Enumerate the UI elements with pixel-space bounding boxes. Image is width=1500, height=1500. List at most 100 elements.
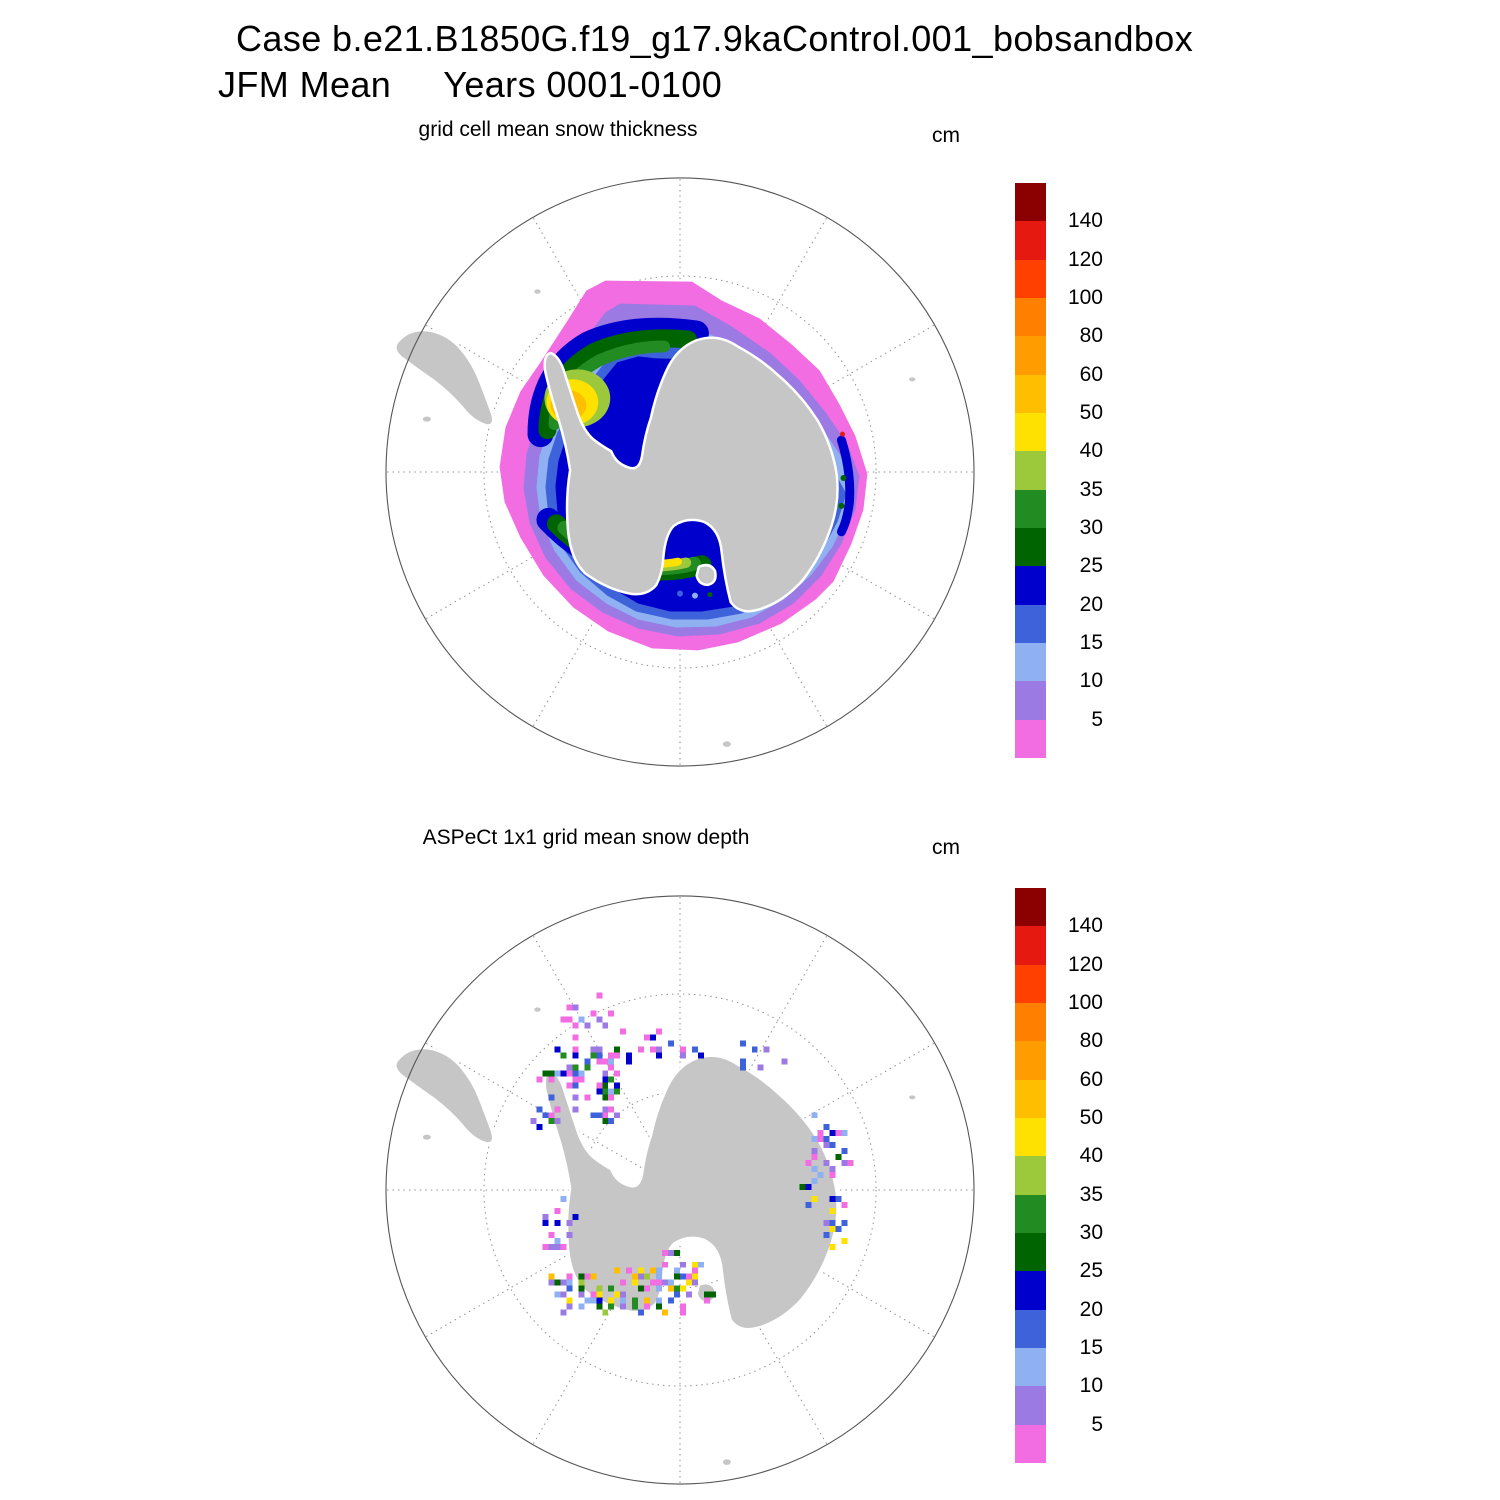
- colorbar-segment: [1015, 489, 1046, 528]
- observation-cell: [560, 1243, 567, 1250]
- observation-cell: [614, 1052, 621, 1059]
- observation-cell: [805, 1184, 812, 1190]
- observation-cell: [829, 1172, 836, 1179]
- aspect-map-svg: [385, 895, 975, 1485]
- colorbar-tick-label: 25: [1079, 1259, 1103, 1283]
- observation-cell: [578, 1070, 585, 1077]
- colorbar-tick-label: 80: [1079, 324, 1103, 348]
- observation-cell: [674, 1285, 680, 1292]
- snow-contour-region: [691, 592, 698, 599]
- observation-cell: [805, 1201, 812, 1208]
- colorbar-tick-label: 15: [1079, 631, 1103, 654]
- colorbar-tick-label: 140: [1067, 209, 1103, 233]
- observation-cell: [602, 1118, 609, 1125]
- observation-cell: [781, 1058, 788, 1065]
- observation-cell: [668, 1285, 675, 1292]
- colorbar-segment: [1015, 719, 1046, 758]
- observation-cell: [590, 1297, 597, 1304]
- observation-cell: [608, 1118, 615, 1125]
- observation-cell: [811, 1166, 818, 1173]
- observation-cell: [680, 1052, 686, 1059]
- observation-cell: [608, 1297, 615, 1304]
- observation-cell: [596, 1058, 603, 1065]
- observation-cell: [829, 1195, 836, 1202]
- observation-cell: [632, 1273, 639, 1280]
- observation-cell: [823, 1124, 830, 1131]
- observation-cell: [590, 1291, 597, 1298]
- observation-cell: [602, 1309, 609, 1316]
- colorbar-segment: [1015, 1194, 1046, 1233]
- observation-cell: [638, 1309, 645, 1316]
- observation-cell: [835, 1154, 842, 1161]
- observation-cell: [614, 1082, 621, 1089]
- observation-cell: [668, 1040, 675, 1047]
- observation-cell: [572, 1022, 579, 1029]
- colorbar-segment: [1015, 1002, 1046, 1042]
- observation-cell: [626, 1052, 633, 1059]
- observation-cell: [841, 1219, 848, 1226]
- observation-cell: [608, 1052, 615, 1059]
- observation-cell: [614, 1291, 621, 1298]
- observation-cell: [542, 1112, 549, 1119]
- observation-cell: [590, 1046, 597, 1053]
- observation-cell: [817, 1136, 824, 1143]
- observation-cell: [572, 1004, 579, 1011]
- observation-cell: [560, 1291, 567, 1298]
- observation-cell: [662, 1309, 669, 1316]
- colorbar-swatches: [1015, 888, 1046, 1463]
- colorbar-segment: [1015, 964, 1046, 1003]
- observation-cell: [799, 1184, 806, 1190]
- observation-cell: [596, 1297, 603, 1304]
- observation-cell: [823, 1160, 830, 1167]
- observation-cell: [602, 1022, 609, 1029]
- colorbar-segment: [1015, 1271, 1046, 1310]
- observation-cell: [572, 1064, 579, 1071]
- colorbar-segment: [1015, 221, 1046, 260]
- observation-cell: [566, 1297, 573, 1304]
- observation-cell: [823, 1219, 830, 1226]
- observation-cell: [691, 1267, 698, 1274]
- colorbar-segment: [1015, 259, 1046, 298]
- colorbar-tick-label: 30: [1079, 1221, 1103, 1244]
- observation-cell: [823, 1136, 830, 1143]
- observation-cell: [739, 1040, 746, 1047]
- observation-cell: [560, 1070, 567, 1077]
- observation-cell: [566, 1303, 573, 1310]
- observation-cell: [829, 1219, 836, 1226]
- observation-cell: [542, 1070, 549, 1077]
- observation-cell: [554, 1219, 561, 1226]
- observation-cell: [685, 1291, 692, 1298]
- observation-cell: [608, 1106, 615, 1113]
- observation-cell: [662, 1279, 669, 1286]
- snow-contour-region: [707, 592, 713, 598]
- observation-cell: [632, 1303, 639, 1310]
- units-label-model: cm: [932, 124, 960, 147]
- observation-cell: [572, 1094, 579, 1101]
- observation-cell: [680, 1309, 686, 1316]
- observation-cell: [656, 1046, 663, 1053]
- observation-cell: [578, 1016, 585, 1023]
- observation-cell: [554, 1106, 561, 1113]
- colorbar-segment: [1015, 297, 1046, 337]
- observation-cell: [560, 1016, 567, 1023]
- colorbar-segment: [1015, 1232, 1046, 1272]
- observation-cell: [829, 1225, 836, 1232]
- observation-cell: [584, 1064, 591, 1071]
- colorbar-segment: [1015, 926, 1046, 965]
- observation-cell: [829, 1166, 836, 1173]
- observation-cell: [572, 1046, 579, 1053]
- observation-cell: [680, 1273, 686, 1280]
- observation-cell: [596, 992, 603, 999]
- observation-cell: [572, 1076, 579, 1083]
- observation-cell: [668, 1249, 675, 1256]
- map-boundary-circle: [385, 177, 975, 767]
- colorbar-tick-label: 140: [1067, 914, 1103, 938]
- observation-cell: [644, 1297, 651, 1304]
- observation-cell: [739, 1064, 746, 1071]
- observation-cell: [572, 1034, 579, 1041]
- observation-cell: [620, 1297, 627, 1304]
- observation-cell: [614, 1112, 621, 1119]
- colorbar-segment: [1015, 566, 1046, 605]
- observation-cell: [554, 1070, 561, 1077]
